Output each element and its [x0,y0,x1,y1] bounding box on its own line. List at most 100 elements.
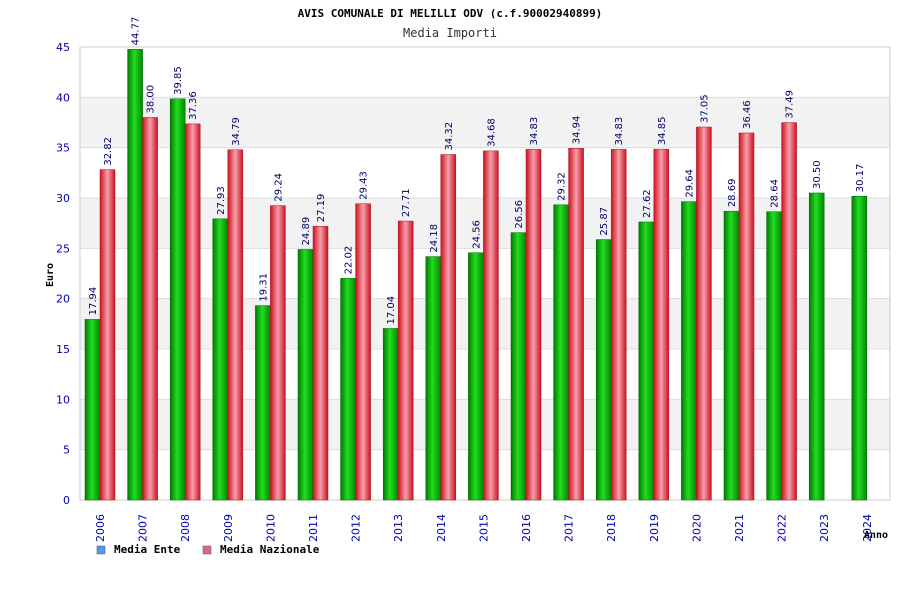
value-label: 29.43 [359,171,370,200]
x-tick-label: 2009 [222,514,235,542]
value-label: 34.79 [231,117,242,146]
x-tick-label: 2018 [605,514,618,542]
bar-media-ente-2014 [425,256,442,501]
bar-media-ente-2007 [127,49,143,501]
value-label: 27.93 [216,186,227,215]
value-label: 32.82 [103,137,114,166]
bar-media-ente-2013 [382,328,399,501]
y-tick-label: 25 [56,242,70,255]
value-label: 34.94 [572,116,583,145]
bar-media-nazionale-2016 [525,149,542,501]
x-tick-label: 2024 [861,514,874,542]
bar-media-nazionale-2022 [781,122,797,501]
x-tick-label: 2015 [477,514,490,542]
bar-media-ente-2021 [723,210,740,501]
value-label: 28.64 [770,179,781,208]
value-labels: 17.94 32.82 44.77 38.00 39.85 37.36 27.93 34.79… [88,17,866,325]
x-tick-label: 2006 [94,514,107,542]
value-label: 24.18 [429,224,440,253]
bar-media-ente-2020 [681,201,697,501]
x-tick-label: 2010 [264,514,277,542]
bar-media-nazionale-2006 [99,169,116,501]
bar-media-nazionale-2007 [142,117,158,501]
bar-media-nazionale-2012 [355,203,371,501]
x-tick-label: 2019 [648,514,661,542]
x-tick-label: 2013 [392,514,405,542]
chart-title: AVIS COMUNALE DI MELILLI ODV (c.f.900029… [298,7,603,20]
plot-band [80,97,890,148]
bar-media-nazionale-2010 [270,205,286,501]
bar-media-ente-2022 [766,211,782,501]
value-label: 34.68 [486,118,497,147]
x-tick-label: 2016 [520,514,533,542]
value-label: 30.17 [855,164,866,193]
x-axis-ticks: 2006 2007 2008 2009 2010 2011 2012 2013 2014 2015… [94,514,874,542]
y-tick-label: 10 [56,393,70,406]
bar-media-nazionale-2008 [184,123,201,501]
bar-media-ente-2012 [340,278,356,501]
value-label: 24.56 [471,220,482,249]
value-label: 37.49 [785,90,796,119]
bars [84,49,868,501]
x-tick-label: 2007 [137,514,150,542]
x-tick-label: 2023 [818,514,831,542]
legend-label-media-ente: Media Ente [114,543,181,556]
bar-media-ente-2024 [851,196,868,501]
value-label: 19.31 [258,273,269,302]
x-tick-label: 2017 [563,514,576,542]
bar-media-nazionale-2015 [483,150,499,501]
chart-subtitle: Media Importi [403,26,497,40]
bar-media-ente-2009 [212,218,229,501]
bar-media-nazionale-2017 [568,148,584,501]
bar-media-nazionale-2018 [610,149,627,501]
bar-media-ente-2006 [84,319,101,501]
y-tick-label: 30 [56,192,70,205]
y-tick-label: 45 [56,41,70,54]
value-label: 36.46 [742,100,753,129]
bar-media-ente-2017 [553,204,569,501]
bar-media-ente-2011 [297,249,314,501]
y-axis-label: Euro [45,263,56,287]
value-label: 24.89 [301,217,312,246]
value-label: 29.32 [557,172,568,201]
y-tick-label: 5 [63,444,70,457]
bar-media-nazionale-2020 [696,126,712,501]
y-tick-label: 20 [56,293,70,306]
value-label: 34.32 [444,122,455,151]
x-tick-label: 2012 [350,514,363,542]
value-label: 17.94 [88,287,99,316]
y-tick-label: 0 [63,494,70,507]
bar-media-nazionale-2019 [653,148,670,501]
value-label: 22.02 [344,246,355,275]
value-label: 30.50 [812,160,823,189]
legend-swatch-media-ente [96,545,106,555]
legend-label-media-nazionale: Media Nazionale [220,543,320,556]
x-tick-label: 2011 [307,514,320,542]
value-label: 39.85 [173,66,184,95]
value-label: 27.19 [316,194,327,223]
value-label: 27.71 [401,188,412,217]
x-axis-label: Anno [864,530,888,541]
value-label: 17.04 [386,296,397,325]
value-label: 25.87 [599,207,610,236]
bar-media-ente-2019 [638,221,655,501]
bar-media-nazionale-2014 [440,154,457,501]
legend-swatch-media-nazionale [202,545,212,555]
value-label: 34.83 [614,117,625,146]
value-label: 29.24 [273,173,284,202]
value-label: 34.85 [657,117,668,146]
bar-media-nazionale-2021 [738,132,755,501]
value-label: 27.62 [642,189,653,218]
x-tick-label: 2008 [179,514,192,542]
value-label: 37.05 [699,94,710,123]
bar-media-ente-2008 [169,98,186,501]
bar-media-ente-2018 [595,239,612,501]
value-label: 38.00 [146,85,157,114]
value-label: 44.77 [131,17,142,46]
y-axis-ticks: 0 5 10 15 20 25 30 35 40 45 [56,41,70,507]
y-tick-label: 35 [56,142,70,155]
value-label: 34.83 [529,117,540,146]
x-tick-label: 2022 [776,514,789,542]
x-tick-label: 2020 [690,514,703,542]
